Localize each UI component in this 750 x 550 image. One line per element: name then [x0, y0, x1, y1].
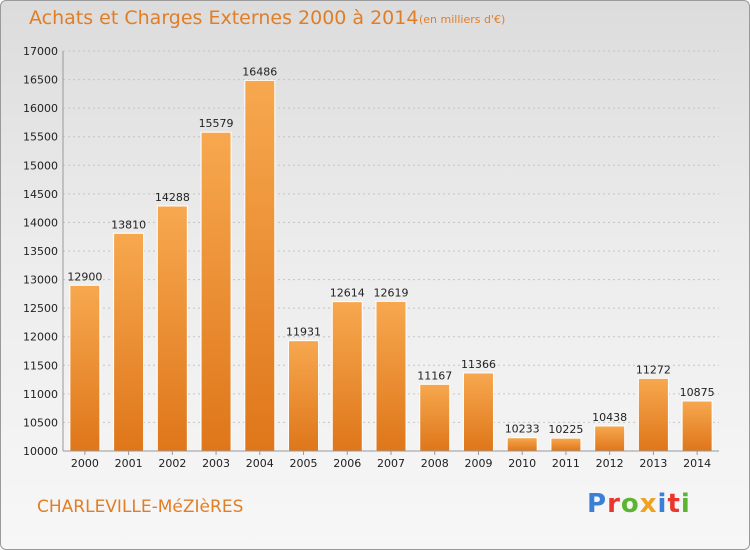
value-label: 11272 [636, 363, 671, 376]
bar-2008 [419, 383, 451, 452]
value-label: 12614 [330, 287, 365, 300]
y-tick-label: 14500 [23, 188, 58, 201]
value-label: 10233 [505, 423, 540, 436]
bar-2007 [375, 300, 407, 452]
x-tick-label: 2004 [246, 457, 274, 470]
value-label: 11167 [417, 369, 452, 382]
bar-2003 [200, 131, 232, 452]
x-tick-label: 2008 [421, 457, 449, 470]
value-label: 12900 [67, 270, 102, 283]
bar-2005 [288, 340, 320, 452]
value-label: 16486 [242, 65, 277, 78]
bar-2001 [113, 232, 145, 452]
y-tick-label: 13000 [23, 274, 58, 287]
bar-2013 [637, 377, 669, 452]
y-tick-label: 10000 [23, 445, 58, 458]
bar-2014 [681, 400, 713, 452]
x-tick-label: 2001 [115, 457, 143, 470]
bar-2006 [331, 301, 363, 452]
value-label: 11931 [286, 326, 321, 339]
x-tick-label: 2009 [464, 457, 492, 470]
x-tick-label: 2003 [202, 457, 230, 470]
y-tick-label: 16500 [23, 74, 58, 87]
bar-2009 [462, 372, 494, 452]
chart-subtitle: (en milliers d'€) [419, 13, 506, 26]
x-tick-label: 2005 [290, 457, 318, 470]
x-tick-label: 2010 [508, 457, 536, 470]
bar-2000 [69, 284, 101, 452]
x-tick-label: 2006 [333, 457, 361, 470]
bar-2011 [550, 437, 582, 452]
y-tick-label: 11000 [23, 388, 58, 401]
bar-2002 [156, 205, 188, 452]
value-label: 10225 [548, 423, 583, 436]
x-tick-label: 2012 [596, 457, 624, 470]
value-label: 12619 [374, 286, 409, 299]
y-tick-label: 10500 [23, 416, 58, 429]
value-label: 10438 [592, 411, 627, 424]
proxiti-logo: Proxiti [587, 489, 691, 519]
x-tick-label: 2011 [552, 457, 580, 470]
y-tick-label: 11500 [23, 359, 58, 372]
y-tick-label: 14000 [23, 216, 58, 229]
x-tick-label: 2002 [158, 457, 186, 470]
y-tick-label: 15500 [23, 131, 58, 144]
x-tick-label: 2000 [71, 457, 99, 470]
y-tick-label: 12500 [23, 302, 58, 315]
y-tick-label: 15000 [23, 159, 58, 172]
city-name: CHARLEVILLE-MéZIèRES [37, 497, 244, 517]
bar-2004 [244, 79, 276, 452]
bar-2012 [594, 425, 626, 452]
y-tick-label: 13500 [23, 245, 58, 258]
value-label: 10875 [680, 386, 715, 399]
value-label: 11366 [461, 358, 496, 371]
y-tick-label: 16000 [23, 102, 58, 115]
chart-title: Achats et Charges Externes 2000 à 2014 [29, 7, 419, 29]
x-tick-label: 2014 [683, 457, 711, 470]
y-tick-label: 17000 [23, 45, 58, 58]
x-tick-label: 2007 [377, 457, 405, 470]
value-label: 13810 [111, 218, 146, 231]
x-tick-label: 2013 [639, 457, 667, 470]
bar-2010 [506, 437, 538, 452]
value-label: 15579 [199, 117, 234, 130]
y-tick-label: 12000 [23, 331, 58, 344]
value-label: 14288 [155, 191, 190, 204]
